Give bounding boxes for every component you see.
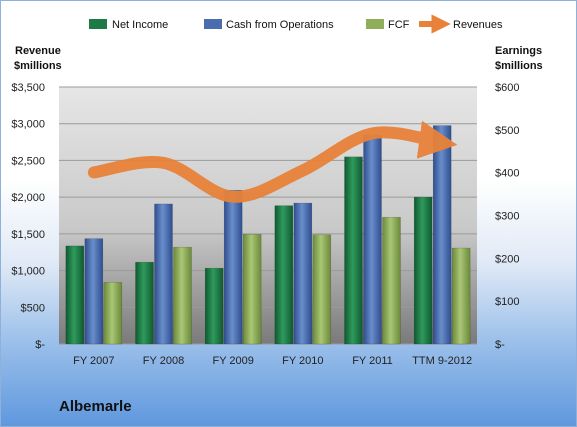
- bar-cash-from-operations: [293, 202, 313, 345]
- legend-swatch-net-income: [89, 19, 107, 29]
- left-axis-title-line1: Revenue: [15, 45, 61, 57]
- right-tick-label: $100: [495, 296, 519, 308]
- bar-fcf: [382, 216, 401, 345]
- bar-net-income: [344, 156, 363, 345]
- bar-fcf: [173, 246, 192, 345]
- company-name: Albemarle: [59, 398, 132, 415]
- bar-fcf: [242, 234, 262, 345]
- bar-net-income: [135, 261, 154, 345]
- bar-cash-from-operations: [84, 238, 104, 345]
- bar-net-income: [65, 245, 85, 345]
- bar-fcf: [312, 234, 332, 345]
- bar-cash-from-operations: [363, 134, 382, 345]
- left-tick-label: $2,000: [11, 192, 45, 204]
- bar-net-income: [413, 196, 433, 345]
- revenue-line-series: [87, 120, 458, 203]
- x-tick-label: FY 2010: [282, 355, 323, 367]
- x-tick-label: FY 2011: [352, 355, 393, 367]
- right-tick-label: $600: [495, 82, 519, 94]
- bar-fcf: [451, 247, 471, 345]
- bar-net-income: [274, 205, 294, 345]
- left-axis-ticks: $- $500 $1,000 $1,500 $2,000 $2,500 $3,000 $3,5…: [11, 82, 45, 351]
- left-tick-label: $-: [35, 339, 45, 351]
- bar-fcf: [103, 282, 123, 345]
- x-tick-label: FY 2007: [73, 355, 114, 367]
- gridlines: [59, 86, 477, 345]
- legend-label-revenues: Revenues: [453, 19, 503, 31]
- right-axis-ticks: $- $100 $200 $300 $400 $500 $600: [495, 82, 519, 351]
- legend: Net Income Cash from Operations FCF Reve…: [89, 14, 503, 34]
- right-tick-label: $400: [495, 168, 519, 180]
- left-tick-label: $1,500: [11, 229, 45, 241]
- bar-cash-from-operations: [223, 189, 243, 345]
- right-tick-label: $500: [495, 125, 519, 137]
- left-tick-label: $2,500: [11, 155, 45, 167]
- left-tick-label: $3,500: [11, 82, 45, 94]
- left-tick-label: $1,000: [11, 266, 45, 278]
- left-axis-title-line2: $millions: [14, 60, 62, 72]
- legend-swatch-cfo: [204, 19, 222, 29]
- legend-label-net-income: Net Income: [112, 19, 168, 31]
- right-axis-title-line2: $millions: [495, 60, 543, 72]
- bar-cash-from-operations: [432, 125, 452, 345]
- right-tick-label: $200: [495, 253, 519, 265]
- revenue-line: [87, 120, 458, 203]
- left-tick-label: $3,000: [11, 119, 45, 131]
- legend-label-fcf: FCF: [388, 19, 410, 31]
- x-tick-label: FY 2009: [212, 355, 253, 367]
- x-tick-label: FY 2008: [143, 355, 184, 367]
- bar-cash-from-operations: [154, 203, 173, 345]
- right-tick-label: $300: [495, 211, 519, 223]
- right-tick-label: $-: [495, 339, 505, 351]
- legend-label-cfo: Cash from Operations: [226, 19, 334, 31]
- bar-net-income: [204, 267, 224, 345]
- x-axis-ticks: FY 2007 FY 2008 FY 2009 FY 2010 FY 2011 TTM 9…: [73, 355, 472, 367]
- left-tick-label: $500: [21, 302, 45, 314]
- x-tick-label: TTM 9-2012: [412, 355, 472, 367]
- right-axis-title-line1: Earnings: [495, 45, 542, 57]
- legend-swatch-fcf: [366, 19, 384, 29]
- bar-series: [65, 125, 471, 345]
